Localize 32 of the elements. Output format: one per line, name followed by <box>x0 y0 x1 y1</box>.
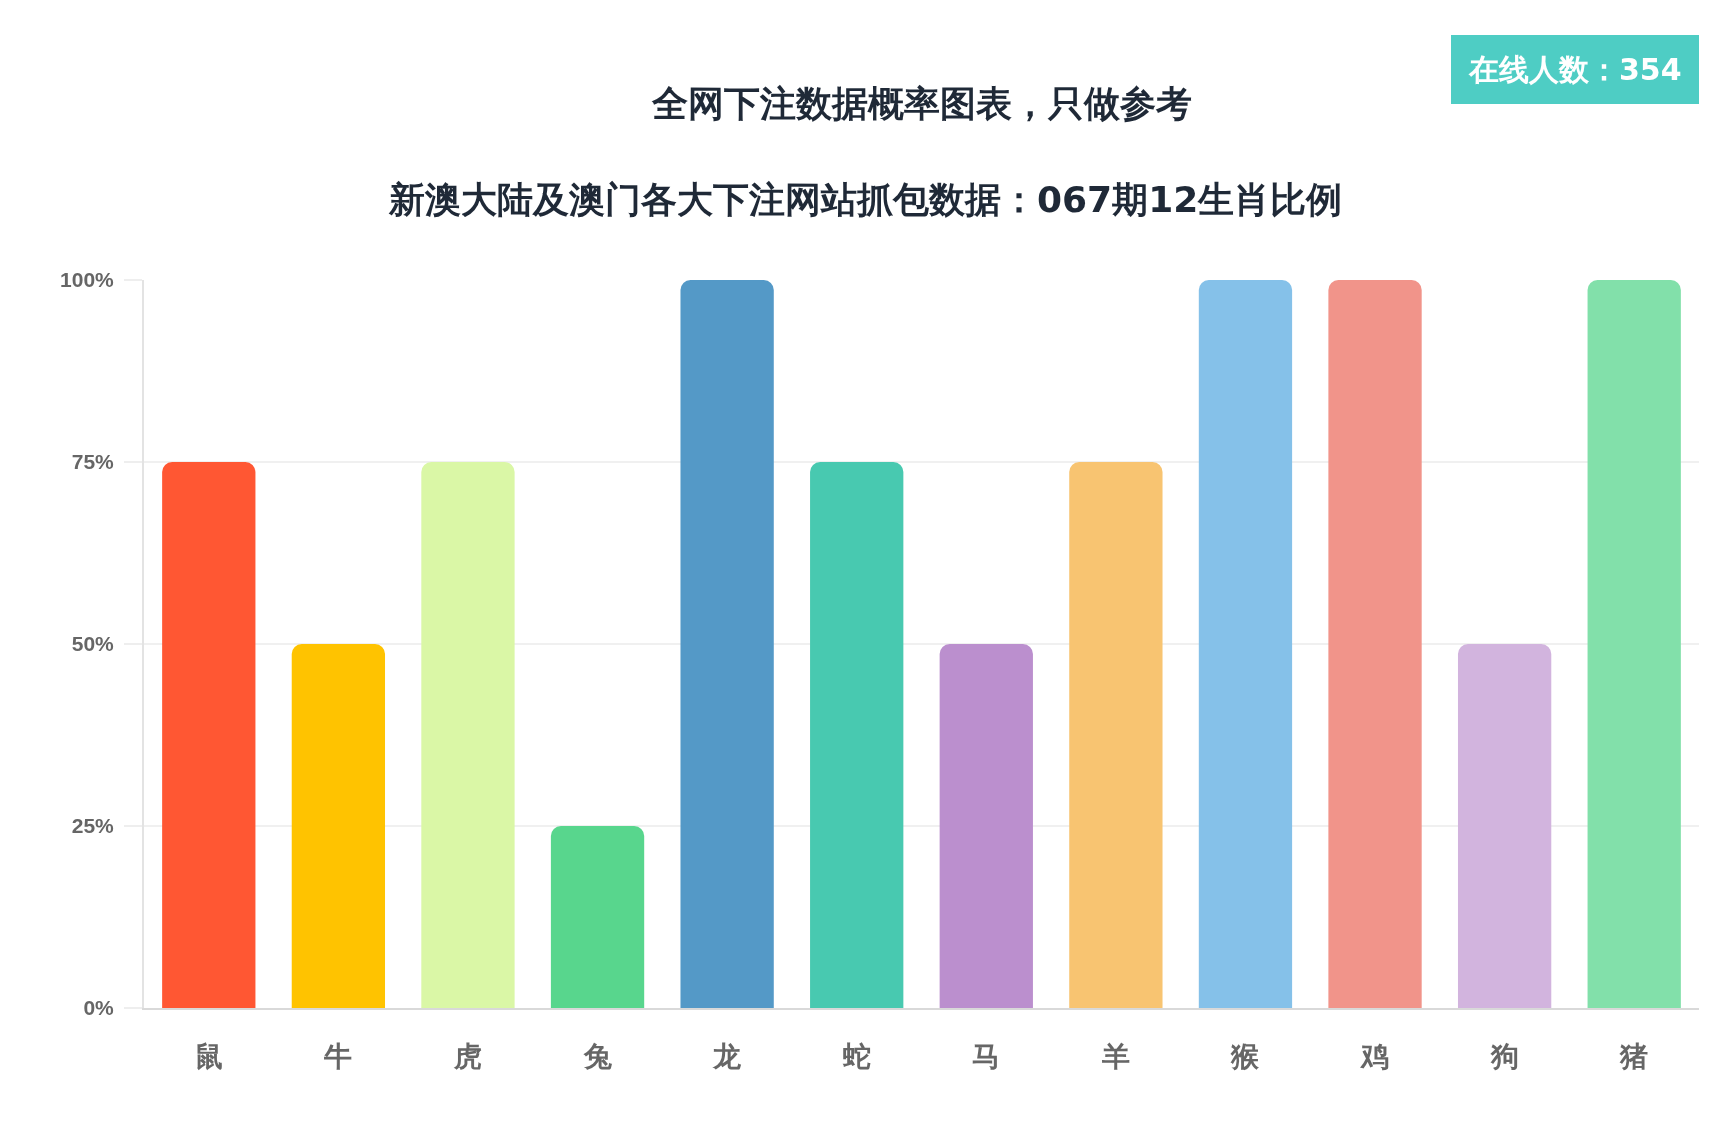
chart-subtitle: 新澳大陆及澳门各大下注网站抓包数据：067期12生肖比例 <box>388 179 1343 220</box>
bar <box>1587 280 1681 1008</box>
x-tick-label: 猪 <box>1619 1039 1649 1073</box>
bar <box>162 462 256 1008</box>
bar <box>939 644 1033 1008</box>
x-tick-label: 鸡 <box>1359 1039 1390 1073</box>
y-tick-label: 50% <box>71 632 115 656</box>
y-tick-label: 100% <box>60 268 115 292</box>
bar <box>810 462 904 1008</box>
x-tick-label: 蛇 <box>841 1039 871 1073</box>
x-tick-label: 猴 <box>1230 1039 1261 1073</box>
x-tick-label: 兔 <box>582 1039 612 1073</box>
x-tick-label: 牛 <box>323 1039 353 1073</box>
x-tick-label: 羊 <box>1100 1039 1130 1073</box>
bar <box>1069 462 1163 1008</box>
x-tick-label: 马 <box>972 1039 1001 1073</box>
bar <box>421 462 515 1008</box>
y-tick-label: 75% <box>71 450 115 474</box>
bar <box>550 826 645 1008</box>
bar <box>680 280 774 1008</box>
chart-title: 全网下注数据概率图表，只做参考 <box>650 82 1192 124</box>
x-tick-label: 鼠 <box>194 1039 223 1073</box>
bar <box>1328 280 1422 1008</box>
x-tick-label: 虎 <box>452 1039 482 1073</box>
bar <box>1457 644 1552 1008</box>
x-tick-label: 龙 <box>712 1039 743 1073</box>
y-tick-label: 0% <box>83 996 115 1020</box>
bar <box>1198 280 1293 1008</box>
text: 在线人数：354 <box>1468 52 1682 87</box>
x-tick-label: 狗 <box>1489 1039 1519 1073</box>
bar <box>291 644 386 1008</box>
y-tick-label: 25% <box>71 814 115 838</box>
